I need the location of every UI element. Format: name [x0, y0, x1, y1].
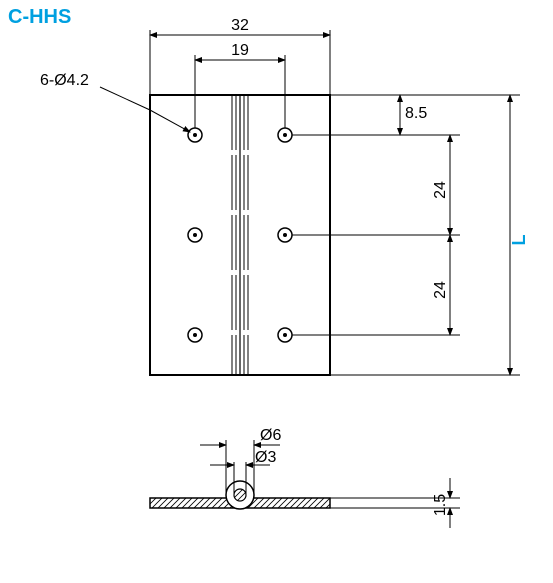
dim-width-outer: 32: [231, 17, 249, 34]
dim-height: L: [509, 235, 529, 246]
dim-top-row: 8.5: [405, 105, 427, 122]
drawing-canvas: 32 19 6-Ø4.2 8.5 24 24 L: [0, 0, 553, 583]
part-title: C-HHS: [8, 6, 71, 29]
dim-row1: 24: [432, 181, 449, 199]
side-view: Ø6 Ø3 1.5: [150, 427, 460, 528]
dim-width-inner: 19: [231, 42, 249, 59]
dim-pin-inner: Ø3: [255, 449, 276, 466]
dim-pin-outer: Ø6: [260, 427, 281, 444]
svg-text:6-Ø4.2: 6-Ø4.2: [40, 72, 89, 89]
dim-row2: 24: [432, 281, 449, 299]
dim-thickness: 1.5: [432, 494, 449, 516]
